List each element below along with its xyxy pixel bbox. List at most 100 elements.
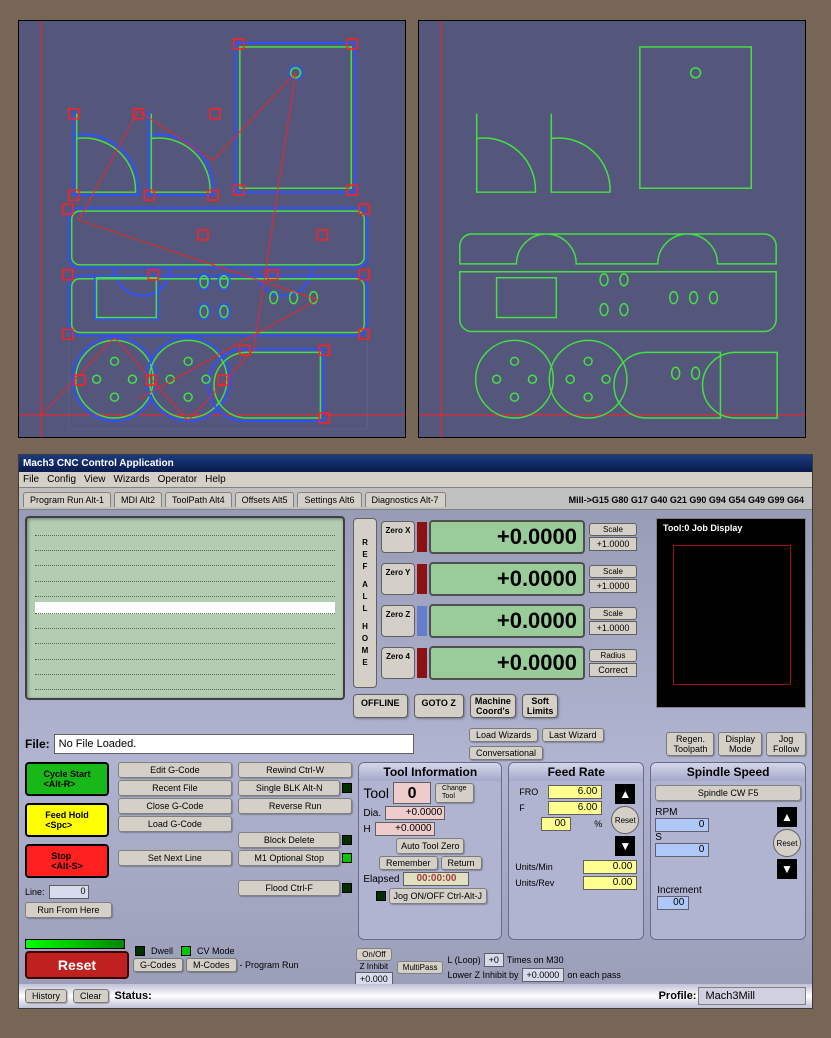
cad-row <box>0 0 831 446</box>
tab-diagnostics[interactable]: Diagnostics Alt-7 <box>365 492 446 507</box>
load-wizards-button[interactable]: Load Wizards <box>469 728 538 742</box>
dro-group: Zero X+0.0000Scale+1.0000 Zero Y+0.0000S… <box>381 518 641 686</box>
file-input[interactable]: No File Loaded. <box>54 734 414 754</box>
multipass-button[interactable]: MultiPass <box>397 961 444 974</box>
increment-display[interactable]: 00 <box>657 896 689 910</box>
clear-button[interactable]: Clear <box>73 989 109 1003</box>
gcodes-button[interactable]: G-Codes <box>133 958 183 972</box>
menu-file[interactable]: File <box>23 474 39 485</box>
job-display[interactable]: Tool:0 Job Display <box>656 518 806 708</box>
goto-z-button[interactable]: GOTO Z <box>414 694 464 718</box>
elapsed-display: 00:00:00 <box>403 872 469 886</box>
set-next-line-button[interactable]: Set Next Line <box>118 850 232 866</box>
single-blk-button[interactable]: Single BLK Alt-N <box>238 780 340 796</box>
title-bar: Mach3 CNC Control Application <box>19 455 812 472</box>
job-display-rect <box>673 545 791 685</box>
spindle-reset-button[interactable]: Reset <box>773 829 801 857</box>
mach3-window: Mach3 CNC Control Application File Confi… <box>18 454 813 1009</box>
spindle-down-button[interactable]: ▼ <box>777 859 797 879</box>
zero-x-button[interactable]: Zero X <box>381 521 415 553</box>
spindle-panel: Spindle Speed Spindle CW F5 RPM0 S0 ▲ Re… <box>650 762 806 940</box>
run-from-here-button[interactable]: Run From Here <box>25 902 112 918</box>
spindle-cw-button[interactable]: Spindle CW F5 <box>655 785 801 801</box>
reset-led <box>25 939 125 949</box>
recent-file-button[interactable]: Recent File <box>118 780 232 796</box>
offline-button[interactable]: OFFLINE <box>353 694 408 718</box>
cad-panel-outline <box>418 20 806 438</box>
zero-z-button[interactable]: Zero Z <box>381 605 415 637</box>
file-label: File: <box>25 737 50 751</box>
m1-optional-stop-button[interactable]: M1 Optional Stop <box>238 850 340 866</box>
display-mode-button[interactable]: Display Mode <box>718 732 762 756</box>
status-bar: History Clear Status: Profile: Mach3Mill <box>19 984 812 1008</box>
pct-display[interactable]: 00 <box>541 817 571 831</box>
return-button[interactable]: Return <box>441 856 482 870</box>
load-gcode-button[interactable]: Load G-Code <box>118 816 232 832</box>
soft-limits-button[interactable]: Soft Limits <box>522 694 559 718</box>
profile-value: Mach3Mill <box>698 987 806 1005</box>
cycle-start-button[interactable]: Cycle Start <Alt-R> <box>25 762 109 796</box>
menu-view[interactable]: View <box>84 474 106 485</box>
rewind-button[interactable]: Rewind Ctrl-W <box>238 762 352 778</box>
s-display[interactable]: 0 <box>655 843 709 857</box>
units-rev-display: 0.00 <box>583 876 637 890</box>
spindle-up-button[interactable]: ▲ <box>777 807 797 827</box>
tool-num-display[interactable]: 0 <box>393 782 431 804</box>
last-wizard-button[interactable]: Last Wizard <box>542 728 604 742</box>
lower-z-display[interactable]: +0.0000 <box>522 968 565 982</box>
dia-display[interactable]: +0.0000 <box>385 806 445 820</box>
feed-down-button[interactable]: ▼ <box>615 836 635 856</box>
profile-label: Profile: <box>659 990 697 1002</box>
ref-all-home-button[interactable]: R E F A L L H O M E <box>353 518 377 688</box>
dro-y[interactable]: +0.0000 <box>429 562 585 596</box>
feed-reset-button[interactable]: Reset <box>611 806 639 834</box>
close-gcode-button[interactable]: Close G-Code <box>118 798 232 814</box>
h-display[interactable]: +0.0000 <box>375 822 435 836</box>
regen-toolpath-button[interactable]: Regen. Toolpath <box>666 732 714 756</box>
auto-tool-zero-button[interactable]: Auto Tool Zero <box>396 838 464 854</box>
reset-button[interactable]: Reset <box>25 951 129 979</box>
menu-wizards[interactable]: Wizards <box>114 474 150 485</box>
edit-gcode-button[interactable]: Edit G-Code <box>118 762 232 778</box>
tab-settings[interactable]: Settings Alt6 <box>297 492 361 507</box>
line-display[interactable]: 0 <box>49 885 89 899</box>
rpm-display[interactable]: 0 <box>655 818 709 832</box>
remember-button[interactable]: Remember <box>379 856 438 870</box>
history-button[interactable]: History <box>25 989 67 1003</box>
menu-config[interactable]: Config <box>47 474 76 485</box>
block-delete-button[interactable]: Block Delete <box>238 832 340 848</box>
feed-rate-panel: Feed Rate FRO6.00 F6.00 00% ▲ Reset ▼ Un… <box>508 762 644 940</box>
fro-display[interactable]: 6.00 <box>548 785 602 799</box>
menu-operator[interactable]: Operator <box>158 474 197 485</box>
jog-onoff-button[interactable]: Jog ON/OFF Ctrl-Alt-J <box>389 888 488 904</box>
mcodes-button[interactable]: M-Codes <box>186 958 237 972</box>
tab-mdi[interactable]: MDI Alt2 <box>114 492 162 507</box>
tab-offsets[interactable]: Offsets Alt5 <box>235 492 295 507</box>
conversational-button[interactable]: Conversational <box>469 746 543 760</box>
dro-4[interactable]: +0.0000 <box>429 646 585 680</box>
loop-display[interactable]: +0 <box>484 953 504 967</box>
status-label: Status: <box>115 990 152 1002</box>
change-tool-button[interactable]: Change Tool <box>435 783 474 803</box>
f-display[interactable]: 6.00 <box>548 801 602 815</box>
menu-bar: File Config View Wizards Operator Help <box>19 472 812 488</box>
feed-hold-button[interactable]: Feed Hold <Spc> <box>25 803 109 837</box>
zero-y-button[interactable]: Zero Y <box>381 563 415 595</box>
gcode-modes: Mill->G15 G80 G17 G40 G21 G90 G94 G54 G4… <box>569 495 808 505</box>
zero-4-button[interactable]: Zero 4 <box>381 647 415 679</box>
dro-x[interactable]: +0.0000 <box>429 520 585 554</box>
onoff-button[interactable]: On/Off <box>356 948 391 961</box>
machine-coords-button[interactable]: Machine Coord's <box>470 694 516 718</box>
title-text: Mach3 CNC Control Application <box>23 458 174 469</box>
gcode-viewer[interactable] <box>25 516 345 700</box>
menu-help[interactable]: Help <box>205 474 226 485</box>
tab-programrun[interactable]: Program Run Alt-1 <box>23 492 111 507</box>
jog-follow-button[interactable]: Jog Follow <box>766 732 806 756</box>
tab-toolpath[interactable]: ToolPath Alt4 <box>165 492 232 507</box>
reverse-run-button[interactable]: Reverse Run <box>238 798 352 814</box>
feed-up-button[interactable]: ▲ <box>615 784 635 804</box>
dro-z[interactable]: +0.0000 <box>429 604 585 638</box>
cad-panel-toolpath <box>18 20 406 438</box>
stop-button[interactable]: Stop <Alt-S> <box>25 844 109 878</box>
flood-button[interactable]: Flood Ctrl-F <box>238 880 340 896</box>
